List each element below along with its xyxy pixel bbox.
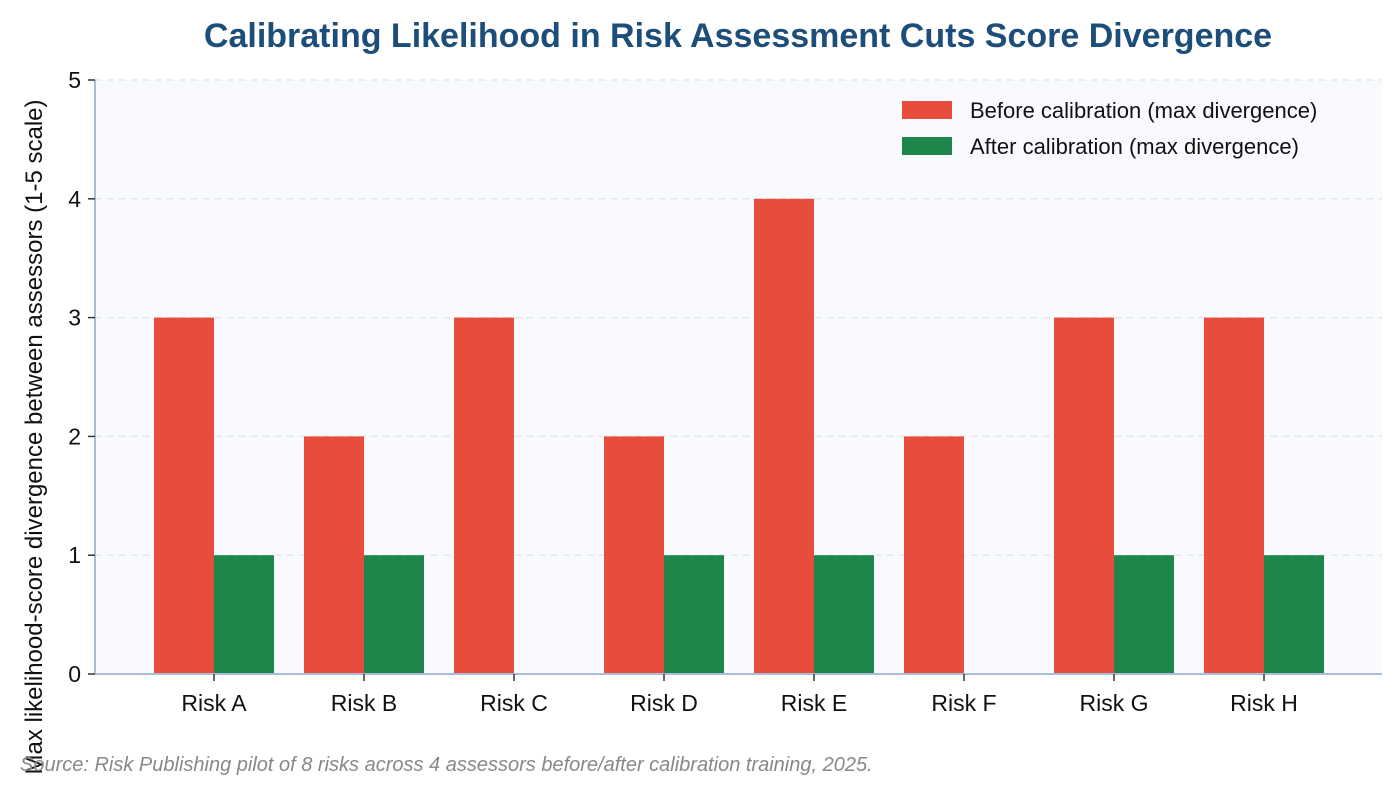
legend: Before calibration (max divergence) Afte… [902,98,1317,159]
y-tick-label: 5 [68,67,81,93]
bar-before-risk-g [1054,317,1114,674]
x-tick-label: Risk F [931,690,996,716]
x-tick-label: Risk B [331,690,397,716]
bar-before-risk-h [1204,317,1264,674]
bar-after-risk-e [814,555,874,674]
y-tick-label: 1 [68,542,81,568]
x-tick-label: Risk C [480,690,548,716]
source-note: Source: Risk Publishing pilot of 8 risks… [20,754,873,776]
x-tick-label: Risk H [1230,690,1298,716]
x-tick-label: Risk A [181,690,247,716]
y-tick-label: 3 [68,305,81,331]
bar-before-risk-e [754,198,814,675]
x-tick-label: Risk E [781,690,847,716]
axes: 0 1 2 3 4 5 Risk A Risk B Risk C Risk D Risk E Risk… [68,67,1382,716]
x-tick-label: Risk G [1080,690,1149,716]
plot-background [95,80,1382,674]
bar-after-risk-d [664,555,724,674]
y-tick-label: 2 [68,423,81,449]
legend-swatch-before [902,101,952,119]
bar-before-risk-d [604,436,664,674]
x-tick-label: Risk D [630,690,698,716]
legend-swatch-after [902,137,952,155]
bar-after-risk-b [364,555,424,674]
bar-before-risk-f [904,436,964,674]
bar-after-risk-a [214,555,274,674]
y-tick-label: 0 [68,661,81,687]
bar-after-risk-h [1264,555,1324,674]
bar-before-risk-c [454,317,514,674]
bar-before-risk-b [304,436,364,674]
y-tick-label: 4 [68,186,81,212]
bar-after-risk-g [1114,555,1174,674]
chart-title: Calibrating Likelihood in Risk Assessmen… [204,17,1272,55]
bar-before-risk-a [154,317,214,674]
legend-label-before: Before calibration (max divergence) [970,98,1317,123]
legend-label-after: After calibration (max divergence) [970,134,1299,159]
y-axis-label: Max likelihood-score divergence between … [21,100,48,775]
bars [154,198,1324,675]
